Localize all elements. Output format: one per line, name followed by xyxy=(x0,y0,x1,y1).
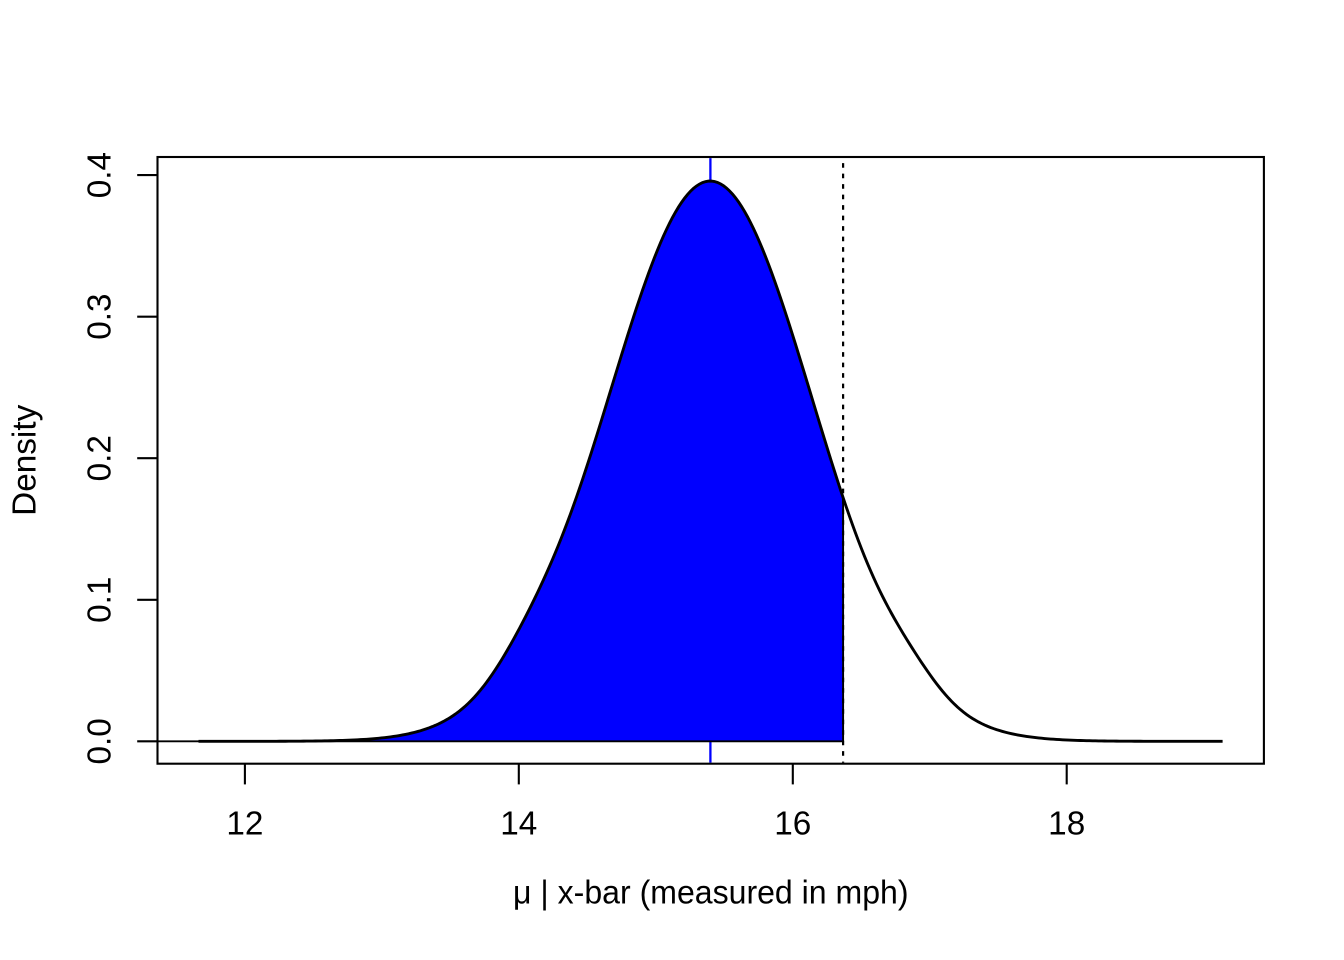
svg-text:14: 14 xyxy=(500,806,537,843)
svg-text:16: 16 xyxy=(774,806,811,843)
svg-text:μ | x-bar (measured in mph): μ | x-bar (measured in mph) xyxy=(513,875,909,912)
svg-text:0.3: 0.3 xyxy=(82,294,119,340)
svg-text:0.4: 0.4 xyxy=(82,152,119,198)
svg-text:0.2: 0.2 xyxy=(82,435,119,481)
svg-text:Density: Density xyxy=(6,404,43,515)
svg-text:0.0: 0.0 xyxy=(82,718,119,764)
svg-text:0.1: 0.1 xyxy=(82,577,119,623)
svg-text:18: 18 xyxy=(1048,806,1085,843)
svg-text:12: 12 xyxy=(226,806,263,843)
